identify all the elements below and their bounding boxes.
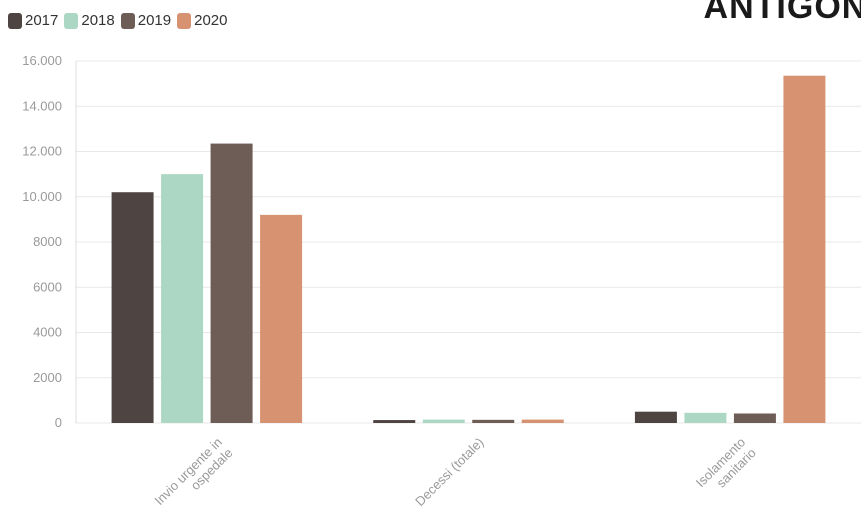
legend-item-2017[interactable]: 2017 (8, 12, 58, 29)
legend-label: 2019 (137, 12, 172, 29)
y-tick-label: 0 (55, 415, 62, 430)
bar-2019-1 (472, 419, 515, 423)
bar-2020-1 (521, 419, 564, 423)
legend-label: 2020 (194, 12, 228, 29)
y-tick-label: 14.000 (22, 98, 62, 113)
legend-label: 2017 (25, 12, 59, 29)
x-category-label: Decessi (totale) (412, 435, 486, 509)
x-category-label: Isolamentosanitario (693, 435, 759, 501)
y-tick-label: 2000 (33, 370, 62, 385)
legend-label: 2018 (81, 12, 115, 29)
bar-2019-2 (733, 413, 776, 423)
y-tick-label: 6000 (33, 279, 62, 294)
legend-swatch (64, 12, 79, 29)
legend-swatch (8, 12, 22, 29)
y-tick-label: 10.000 (22, 189, 62, 204)
bar-2019-0 (210, 143, 253, 424)
bar-2020-2 (783, 75, 826, 424)
y-tick-label: 12.000 (22, 144, 62, 159)
x-category-label: Invio urgente inospedale (151, 435, 235, 516)
bar-2018-1 (422, 419, 465, 423)
bar-2017-1 (373, 420, 416, 423)
y-tick-label: 4000 (33, 325, 62, 340)
bar-2017-0 (111, 192, 154, 423)
y-tick-label: 8000 (33, 234, 62, 249)
y-tick-label: 16.000 (22, 53, 62, 68)
legend-item-2019[interactable]: 2019 (120, 12, 172, 29)
legend-item-2018[interactable]: 2018 (64, 12, 115, 29)
legend-swatch (177, 12, 192, 29)
x-category-label-line: Decessi (totale) (412, 435, 486, 509)
brand-logo: ANTIGONE (703, 0, 861, 26)
bar-2018-0 (161, 174, 204, 423)
bar-2017-2 (634, 411, 677, 423)
bar-2018-2 (684, 412, 727, 423)
bar-2020-0 (260, 214, 303, 423)
legend-swatch (120, 12, 135, 29)
legend: 2017 2018 2019 2020 (8, 12, 230, 29)
legend-item-2020[interactable]: 2020 (177, 12, 228, 29)
